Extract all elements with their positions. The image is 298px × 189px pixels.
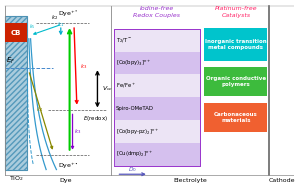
Text: TiO$_2$: TiO$_2$ [9, 174, 24, 183]
Text: $k_2$: $k_2$ [51, 13, 58, 22]
Text: Fe/Fe$^+$: Fe/Fe$^+$ [116, 81, 136, 90]
Text: [Cu(dmp)$_2$]$^{n+}$: [Cu(dmp)$_2$]$^{n+}$ [116, 149, 153, 159]
Text: Inorganic transition
metal compounds: Inorganic transition metal compounds [205, 39, 267, 50]
Text: Dye: Dye [59, 178, 72, 183]
Bar [114, 29, 200, 166]
Text: $k_5$: $k_5$ [29, 22, 35, 31]
Bar [5, 23, 27, 42]
Text: $k_3$: $k_3$ [80, 62, 87, 71]
Bar [114, 143, 200, 166]
Bar [5, 16, 27, 170]
Text: Dye$^{+*}$: Dye$^{+*}$ [58, 8, 79, 19]
Bar [204, 67, 268, 96]
Bar [5, 16, 27, 170]
Text: Cathode: Cathode [268, 178, 295, 183]
Text: Carbonaceous
materials: Carbonaceous materials [214, 112, 258, 123]
Text: $E$(redox): $E$(redox) [83, 114, 108, 123]
Text: $k_1$: $k_1$ [57, 20, 64, 29]
Text: Organic conductive
polymers: Organic conductive polymers [206, 76, 266, 87]
Text: Platinum-free
Catalysts: Platinum-free Catalysts [215, 6, 257, 18]
Text: [Co(bpy)$_3$]$^{n+}$: [Co(bpy)$_3$]$^{n+}$ [116, 58, 151, 68]
Bar [114, 29, 200, 166]
Text: Electrolyte: Electrolyte [173, 178, 207, 183]
Text: $k_4$: $k_4$ [36, 105, 43, 114]
Bar [114, 52, 200, 74]
Text: $k_3$: $k_3$ [74, 128, 81, 136]
Bar [114, 97, 200, 120]
Bar [204, 103, 268, 132]
Text: $E_F$: $E_F$ [6, 56, 15, 66]
Bar [204, 28, 268, 61]
Text: CB: CB [11, 30, 21, 36]
Text: Iodine-free
Redox Couples: Iodine-free Redox Couples [133, 6, 180, 18]
Text: [Co(bpy-pz)$_2$]$^{n+}$: [Co(bpy-pz)$_2$]$^{n+}$ [116, 127, 159, 136]
Text: T$_2$/T$^-$: T$_2$/T$^-$ [116, 36, 132, 45]
Text: Dye$^{+\bullet}$: Dye$^{+\bullet}$ [58, 161, 79, 171]
Text: Spiro-OMeTAD: Spiro-OMeTAD [116, 106, 154, 111]
Text: $V_{oc}$: $V_{oc}$ [102, 84, 113, 93]
Text: $D_0$: $D_0$ [128, 165, 137, 174]
